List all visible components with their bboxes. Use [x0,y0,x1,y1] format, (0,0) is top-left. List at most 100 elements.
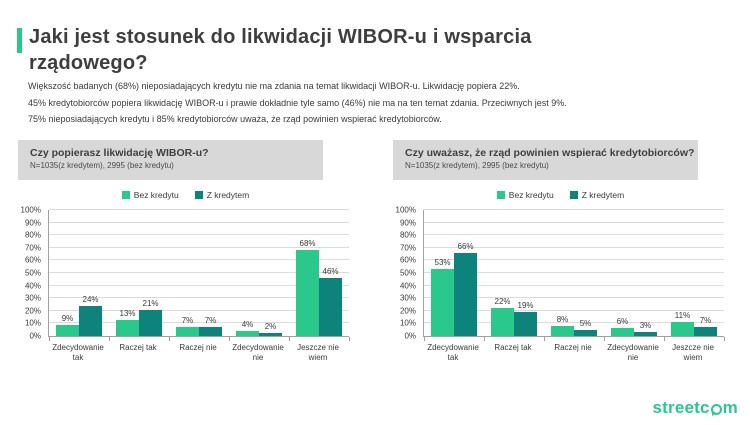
gridline [49,297,349,299]
bar-value-label: 6% [616,317,629,327]
bar-value-label: 7% [181,316,194,326]
bar-value-label: 8% [556,314,569,324]
x-axis-category-label: Jeszcze nie wiem [672,343,714,362]
sample-size-note: N=1035(z kredytem), 2995 (bez kredytu) [30,161,174,170]
question-box: Czy popierasz likwidację WIBOR-u? N=1035… [18,140,323,180]
bar-groups: 9% 24% 13% 21% 7% 7% 4% 2% 68% 46% [49,210,349,336]
streetcom-logo: streetc m [653,398,739,418]
x-axis-category-label: Zdecydowanie tak [52,343,104,362]
bar-value-label: 11% [674,311,691,321]
bar: 53% [431,258,454,336]
bar-value-label: 24% [82,294,99,304]
gridline [49,221,349,223]
y-axis-tick-label: 10% [399,318,416,328]
legend: Bez kredytu Z kredytem [18,189,353,200]
y-axis-tick-label: 30% [24,293,41,303]
y-axis-tick-label: 10% [24,318,41,328]
bar-value-label: 46% [322,267,339,277]
bar-value-label: 4% [241,319,254,329]
legend-swatch-z-kredytem [569,190,578,199]
legend-label-bez-kredytu: Bez kredytu [133,189,179,200]
gridline [49,259,349,261]
y-axis-tick-label: 70% [24,243,41,253]
intro-line-2: 45% kredytobiorców popiera likwidację WI… [28,97,567,108]
page-title: Jaki jest stosunek do likwidacji WIBOR-u… [29,26,532,74]
bar-value-label: 7% [699,316,712,326]
plot-area: 53% 66% 22% 19% 8% 5% 6% 3% 11% 7% [423,209,725,341]
legend-item-bez-kredytu: Bez kredytu [121,189,179,200]
gridline [424,246,724,248]
bar-group: 8% 5% [544,210,604,336]
gridline [49,309,349,311]
x-axis-category-label: Raczej nie [554,343,592,352]
axis-tick [424,337,425,341]
x-axis-category-label: Zdecydowanie nie [232,343,284,362]
y-axis-tick-label: 40% [399,281,416,291]
axis-tick [349,337,350,341]
gridline [49,246,349,248]
bar-value-label: 21% [142,298,159,308]
intro-line-1: Większość badanych (68%) nieposiadającyc… [28,81,520,91]
y-axis: 0% 10% 20% 30% 40% 50% 60% 70% 80% 90% 100% [393,206,419,341]
gridline [424,297,724,299]
y-axis-tick-label: 100% [20,205,41,215]
legend-swatch-z-kredytem [194,190,203,199]
y-axis-tick-label: 0% [404,331,416,341]
gridline [49,322,349,324]
x-axis-category-label: Raczej nie [179,343,217,352]
axis-tick [109,337,110,341]
bar: 66% [454,242,477,336]
axis-tick [604,337,605,341]
logo-text-suffix: m [722,398,738,417]
bar-group: 11% 7% [664,210,724,336]
gridline [424,221,724,223]
bar: 46% [319,267,342,336]
bar-group: 6% 3% [604,210,664,336]
x-axis-labels: Zdecydowanie tak Raczej tak Raczej nie Zdec… [423,343,723,363]
bar-group: 68% 46% [289,210,349,336]
bar-group: 9% 24% [49,210,109,336]
gridline [424,322,724,324]
gridline [424,234,724,236]
legend: Bez kredytu Z kredytem [393,189,728,200]
bar: 8% [551,315,574,336]
intro-text: Większość badanych (68%) nieposiadającyc… [28,81,567,132]
speech-bubble-o-icon [710,404,722,415]
bar: 3% [634,321,657,336]
gridline [424,259,724,261]
bar-value-label: 2% [264,322,277,332]
legend-swatch-bez-kredytu [121,190,130,199]
chart-section-wsparcie-rzadowe: Czy uważasz, że rząd powinien wspierać k… [393,140,728,378]
axis-tick [664,337,665,341]
bar: 7% [176,316,199,336]
y-axis-tick-label: 0% [29,331,41,341]
x-axis-category-label: Zdecydowanie nie [607,343,659,362]
bar-value-label: 7% [204,316,217,326]
axis-tick [169,337,170,341]
y-axis-tick-label: 60% [399,255,416,265]
axis-tick [49,337,50,341]
page-title-row: Jaki jest stosunek do likwidacji WIBOR-u… [17,24,649,76]
bar-group: 7% 7% [169,210,229,336]
gridline [49,234,349,236]
y-axis-tick-label: 80% [399,230,416,240]
gridline [424,272,724,273]
bar: 13% [116,309,139,336]
bar-value-label: 68% [299,239,316,249]
y-axis-tick-label: 20% [399,306,416,316]
bar-chart-likwidacja-wibor: 0% 10% 20% 30% 40% 50% 60% 70% 80% 90% 100% 9% 24% 1… [18,206,353,378]
bar-value-label: 9% [61,313,74,323]
sample-size-note: N=1035(z kredytem), 2995 (bez kredytu) [405,161,549,170]
question-box: Czy uważasz, że rząd powinien wspierać k… [393,140,698,180]
bar-value-label: 3% [639,321,652,331]
x-axis-labels: Zdecydowanie tak Raczej tak Raczej nie Zdec… [48,343,348,363]
axis-tick [484,337,485,341]
bar: 2% [259,322,282,336]
bar: 7% [199,316,222,336]
x-axis-category-label: Raczej tak [119,343,157,352]
gridline [49,209,349,210]
x-axis-category-label: Jeszcze nie wiem [297,343,339,362]
gridline [49,272,349,273]
plot-area: 9% 24% 13% 21% 7% 7% 4% 2% 68% 46% [48,209,350,341]
